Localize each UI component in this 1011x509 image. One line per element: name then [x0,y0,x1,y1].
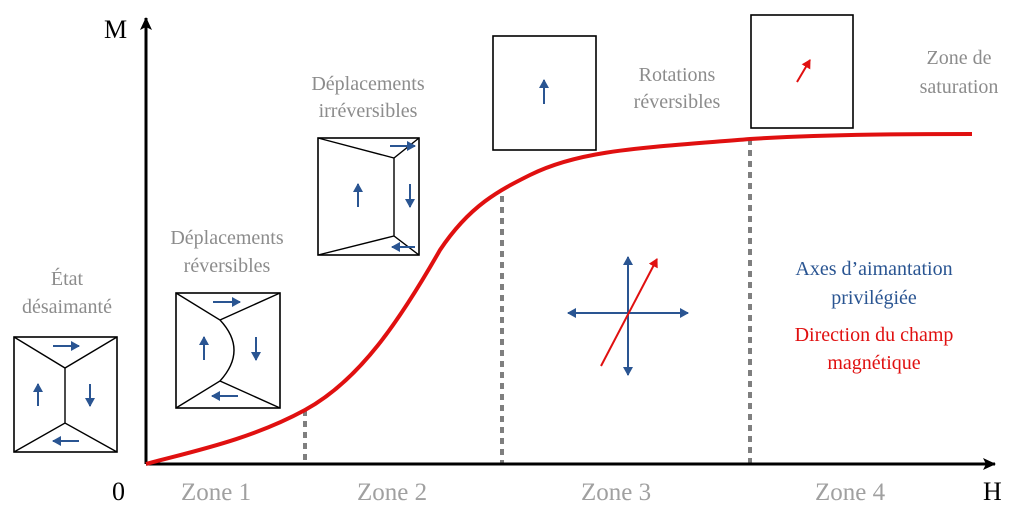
rot-label-2: réversibles [634,91,721,113]
legend-field-line1: Direction du champ [795,324,954,346]
domain-box-reversible [175,292,281,409]
sat-label-2: saturation [920,76,999,98]
domain-box-irreversible [317,137,420,256]
axes [140,17,996,470]
domain-box-single [492,35,597,151]
y-axis-label: M [104,15,127,44]
legend-axes-line1: Axes d’aimantation [795,258,952,280]
rot-label: Rotations [639,64,716,86]
zone-3-label: Zone 3 [581,479,651,506]
legend-axes-line2: privilégiée [831,287,917,309]
rev-label: Déplacements [170,227,283,249]
legend-field-line2: magnétique [827,352,920,374]
domain-box-saturation [750,14,854,129]
etat-label: État [51,267,84,290]
rev-label-2: réversibles [184,255,271,277]
zone-dividers [303,139,752,464]
easy-axes-cross [567,256,689,376]
irrev-label: Déplacements [311,73,424,95]
field-arrow-icon [796,59,811,83]
domain-box-desaimante [13,336,118,453]
zone-2-label: Zone 2 [357,479,427,506]
zone-4-label: Zone 4 [815,479,886,506]
sat-label: Zone de [927,47,992,69]
legend: Axes d’aimantation privilégiée Direction… [795,258,954,374]
field-arrow-icon [600,258,658,367]
etat-label-2: désaimanté [22,296,112,318]
zone-1-label: Zone 1 [181,479,251,506]
magnetization-curve [145,132,973,466]
origin-label: 0 [112,477,125,506]
x-axis-label: H [983,477,1002,506]
irrev-label-2: irréversibles [319,100,418,122]
